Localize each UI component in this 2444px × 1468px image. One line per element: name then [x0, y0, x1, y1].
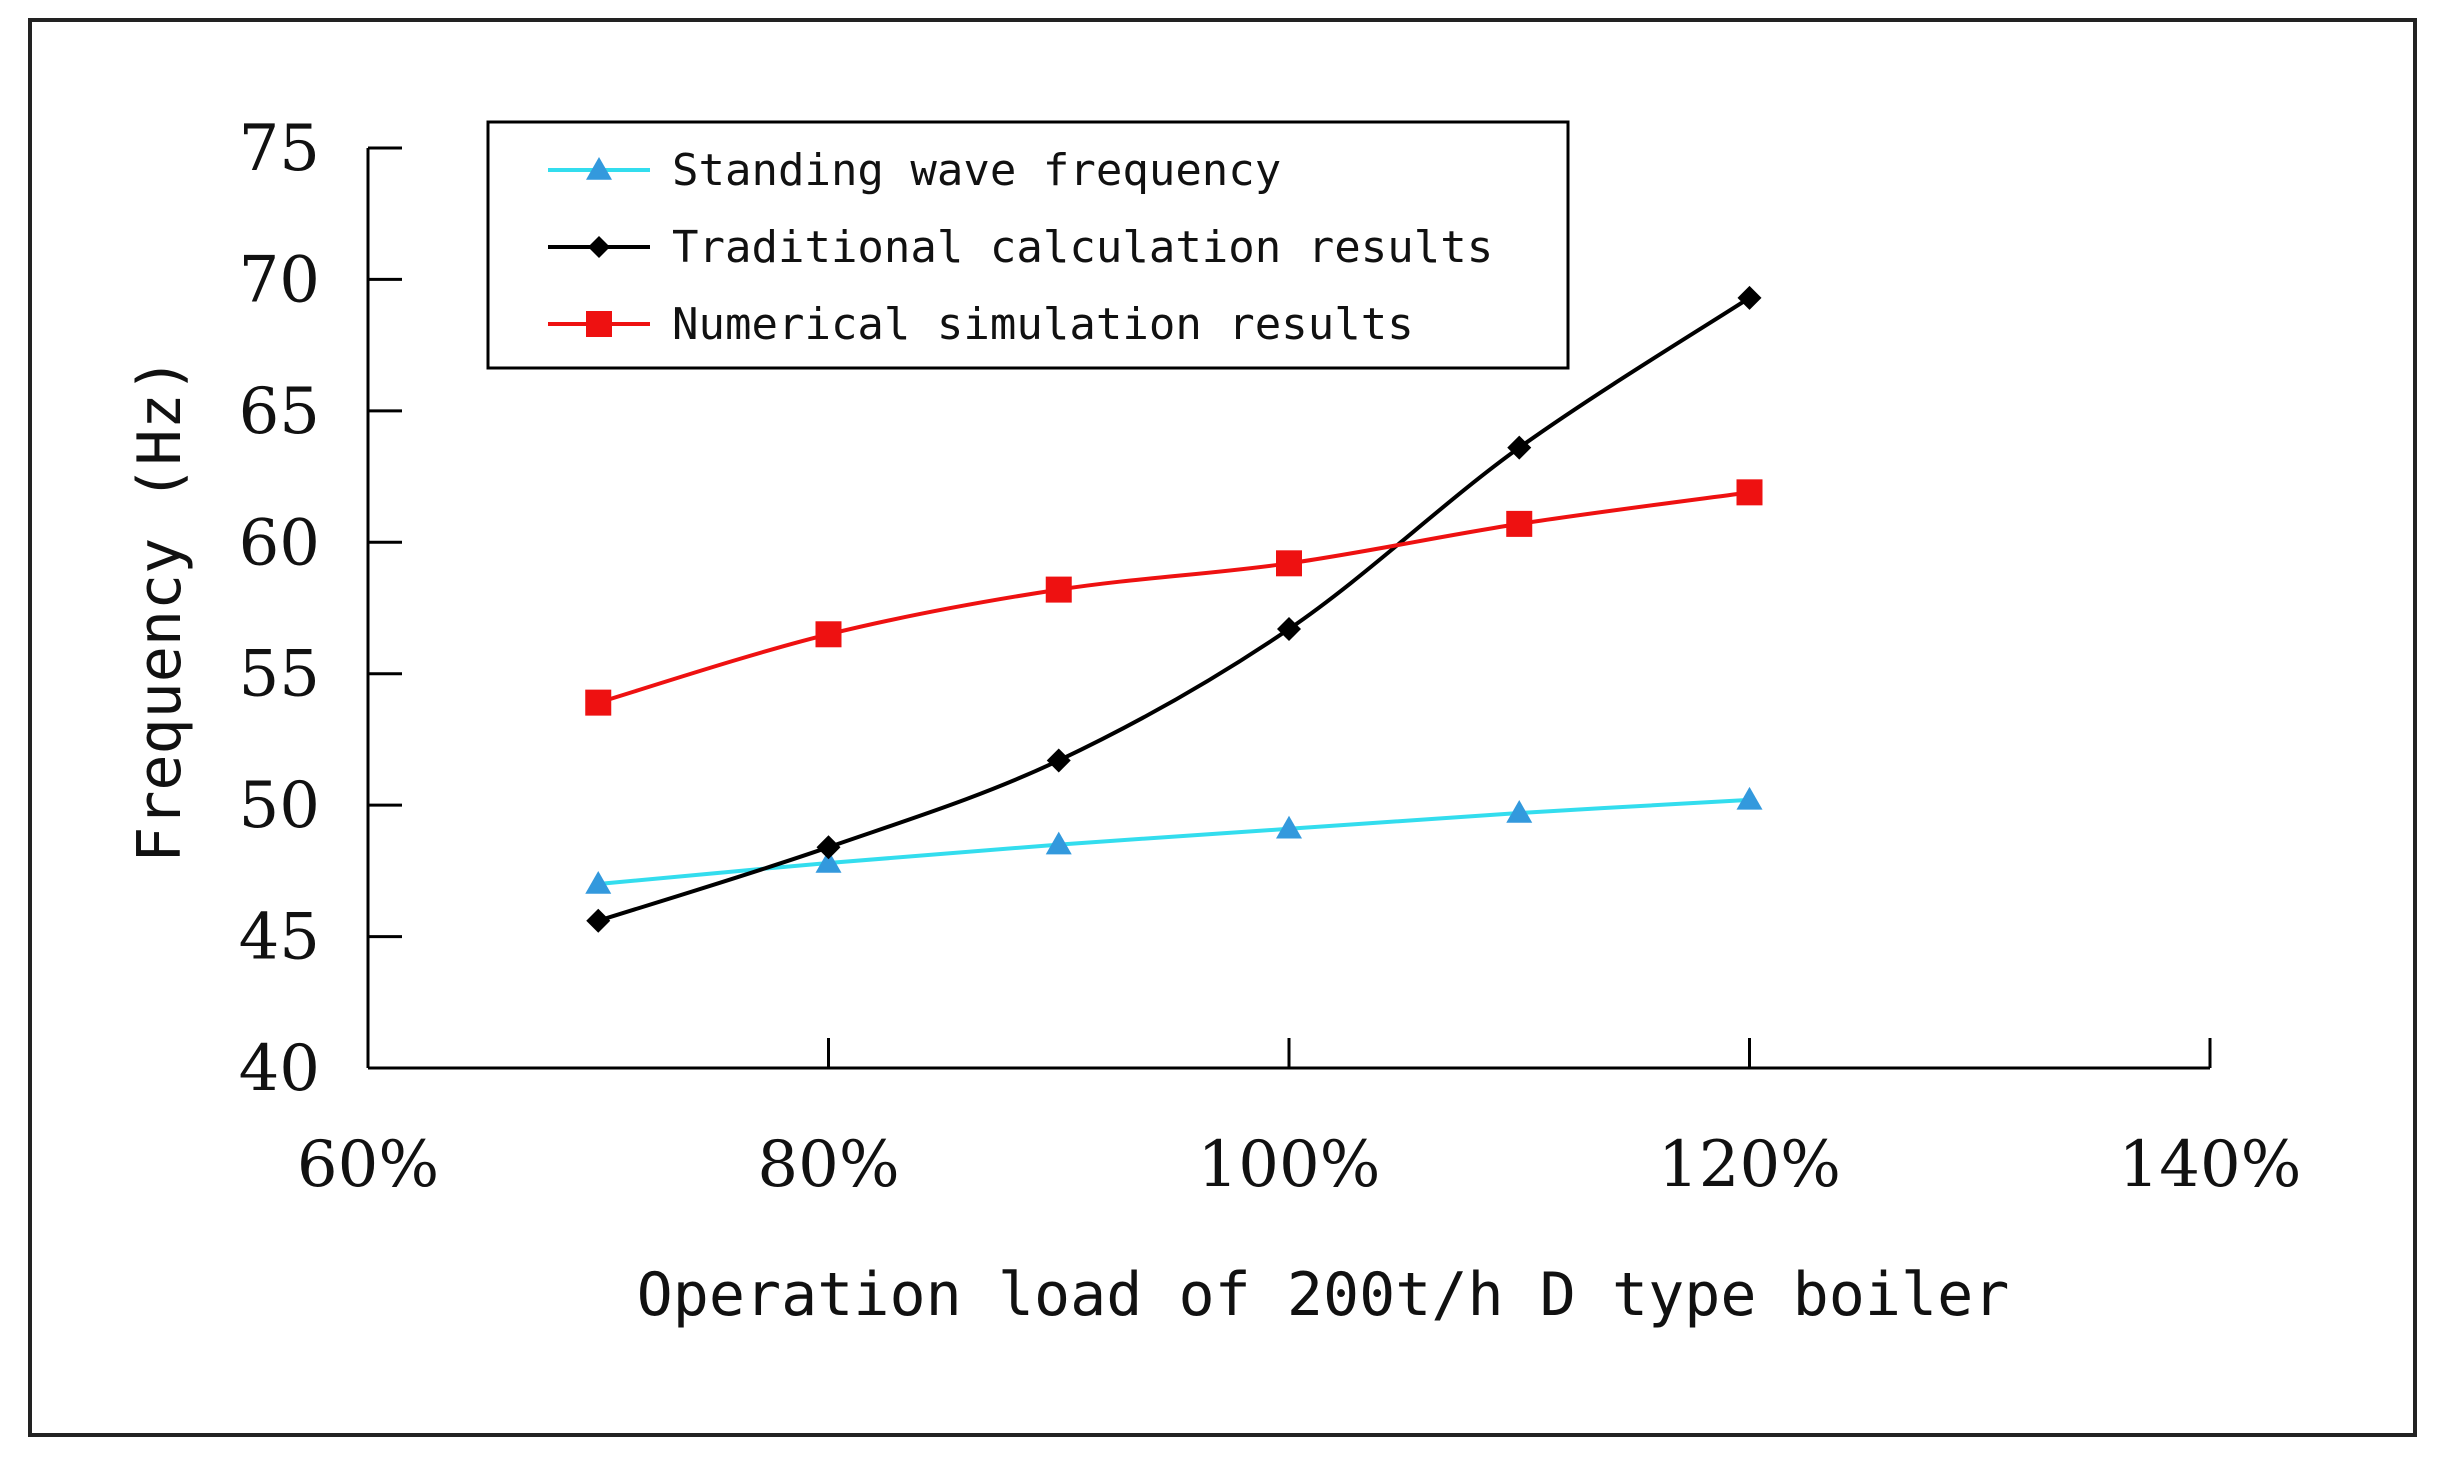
series-line: [597, 490, 1750, 705]
series-line: [597, 296, 1751, 923]
data-point: [585, 871, 612, 894]
data-point: [586, 908, 611, 933]
series-traditional-calculation-results: [586, 285, 1762, 933]
legend-swatch-marker: [586, 311, 612, 337]
y-tick-label: 60: [239, 506, 320, 580]
x-tick-label: 80%: [757, 1128, 899, 1202]
x-axis-title: Operation load of 200t/h D type boiler: [637, 1260, 2010, 1330]
y-tick-label: 55: [239, 638, 320, 712]
series-numerical-simulation-results: [585, 479, 1763, 716]
legend-label: Numerical simulation results: [672, 299, 1414, 350]
data-point: [815, 849, 842, 873]
x-tick-label: 60%: [297, 1128, 439, 1202]
x-tick-label: 120%: [1658, 1128, 1841, 1202]
series-standing-wave-frequency: [585, 786, 1763, 894]
y-tick-label: 65: [239, 375, 320, 449]
data-point: [1276, 550, 1302, 577]
y-tick-label: 40: [239, 1032, 320, 1106]
data-point: [1277, 617, 1301, 642]
x-tick-label: 140%: [2119, 1128, 2302, 1202]
legend-swatch-marker: [588, 236, 610, 258]
y-tick-label: 75: [239, 112, 320, 186]
series-layer: [585, 285, 1763, 933]
data-point: [585, 689, 612, 716]
data-point: [1046, 748, 1071, 773]
data-point: [1045, 831, 1072, 855]
data-point: [1506, 800, 1533, 823]
data-point: [1507, 435, 1532, 460]
legend-label: Standing wave frequency: [672, 145, 1281, 196]
data-point: [1737, 285, 1762, 310]
data-point: [1506, 510, 1533, 537]
legend-box: [486, 120, 1570, 370]
data-point: [1736, 786, 1763, 810]
data-point: [816, 835, 841, 860]
legend-swatch-marker: [586, 157, 612, 180]
series-line: [598, 797, 1750, 886]
data-point: [815, 621, 842, 648]
axes: 40 45 50 55 60 65 70 75 60% 80% 100% 120% 140%: [239, 112, 2302, 1202]
data-point: [1045, 576, 1072, 603]
y-axis-title: Frequency (Hz): [125, 357, 195, 863]
y-tick-label: 50: [239, 769, 320, 843]
legend: Standing wave frequency Traditional calcu…: [486, 120, 1570, 370]
data-point: [1736, 479, 1763, 506]
y-tick-label: 45: [239, 901, 320, 975]
legend-label: Traditional calculation results: [672, 222, 1493, 273]
data-point: [1276, 815, 1302, 839]
y-tick-label: 70: [239, 243, 320, 317]
x-tick-label: 100%: [1198, 1128, 1381, 1202]
